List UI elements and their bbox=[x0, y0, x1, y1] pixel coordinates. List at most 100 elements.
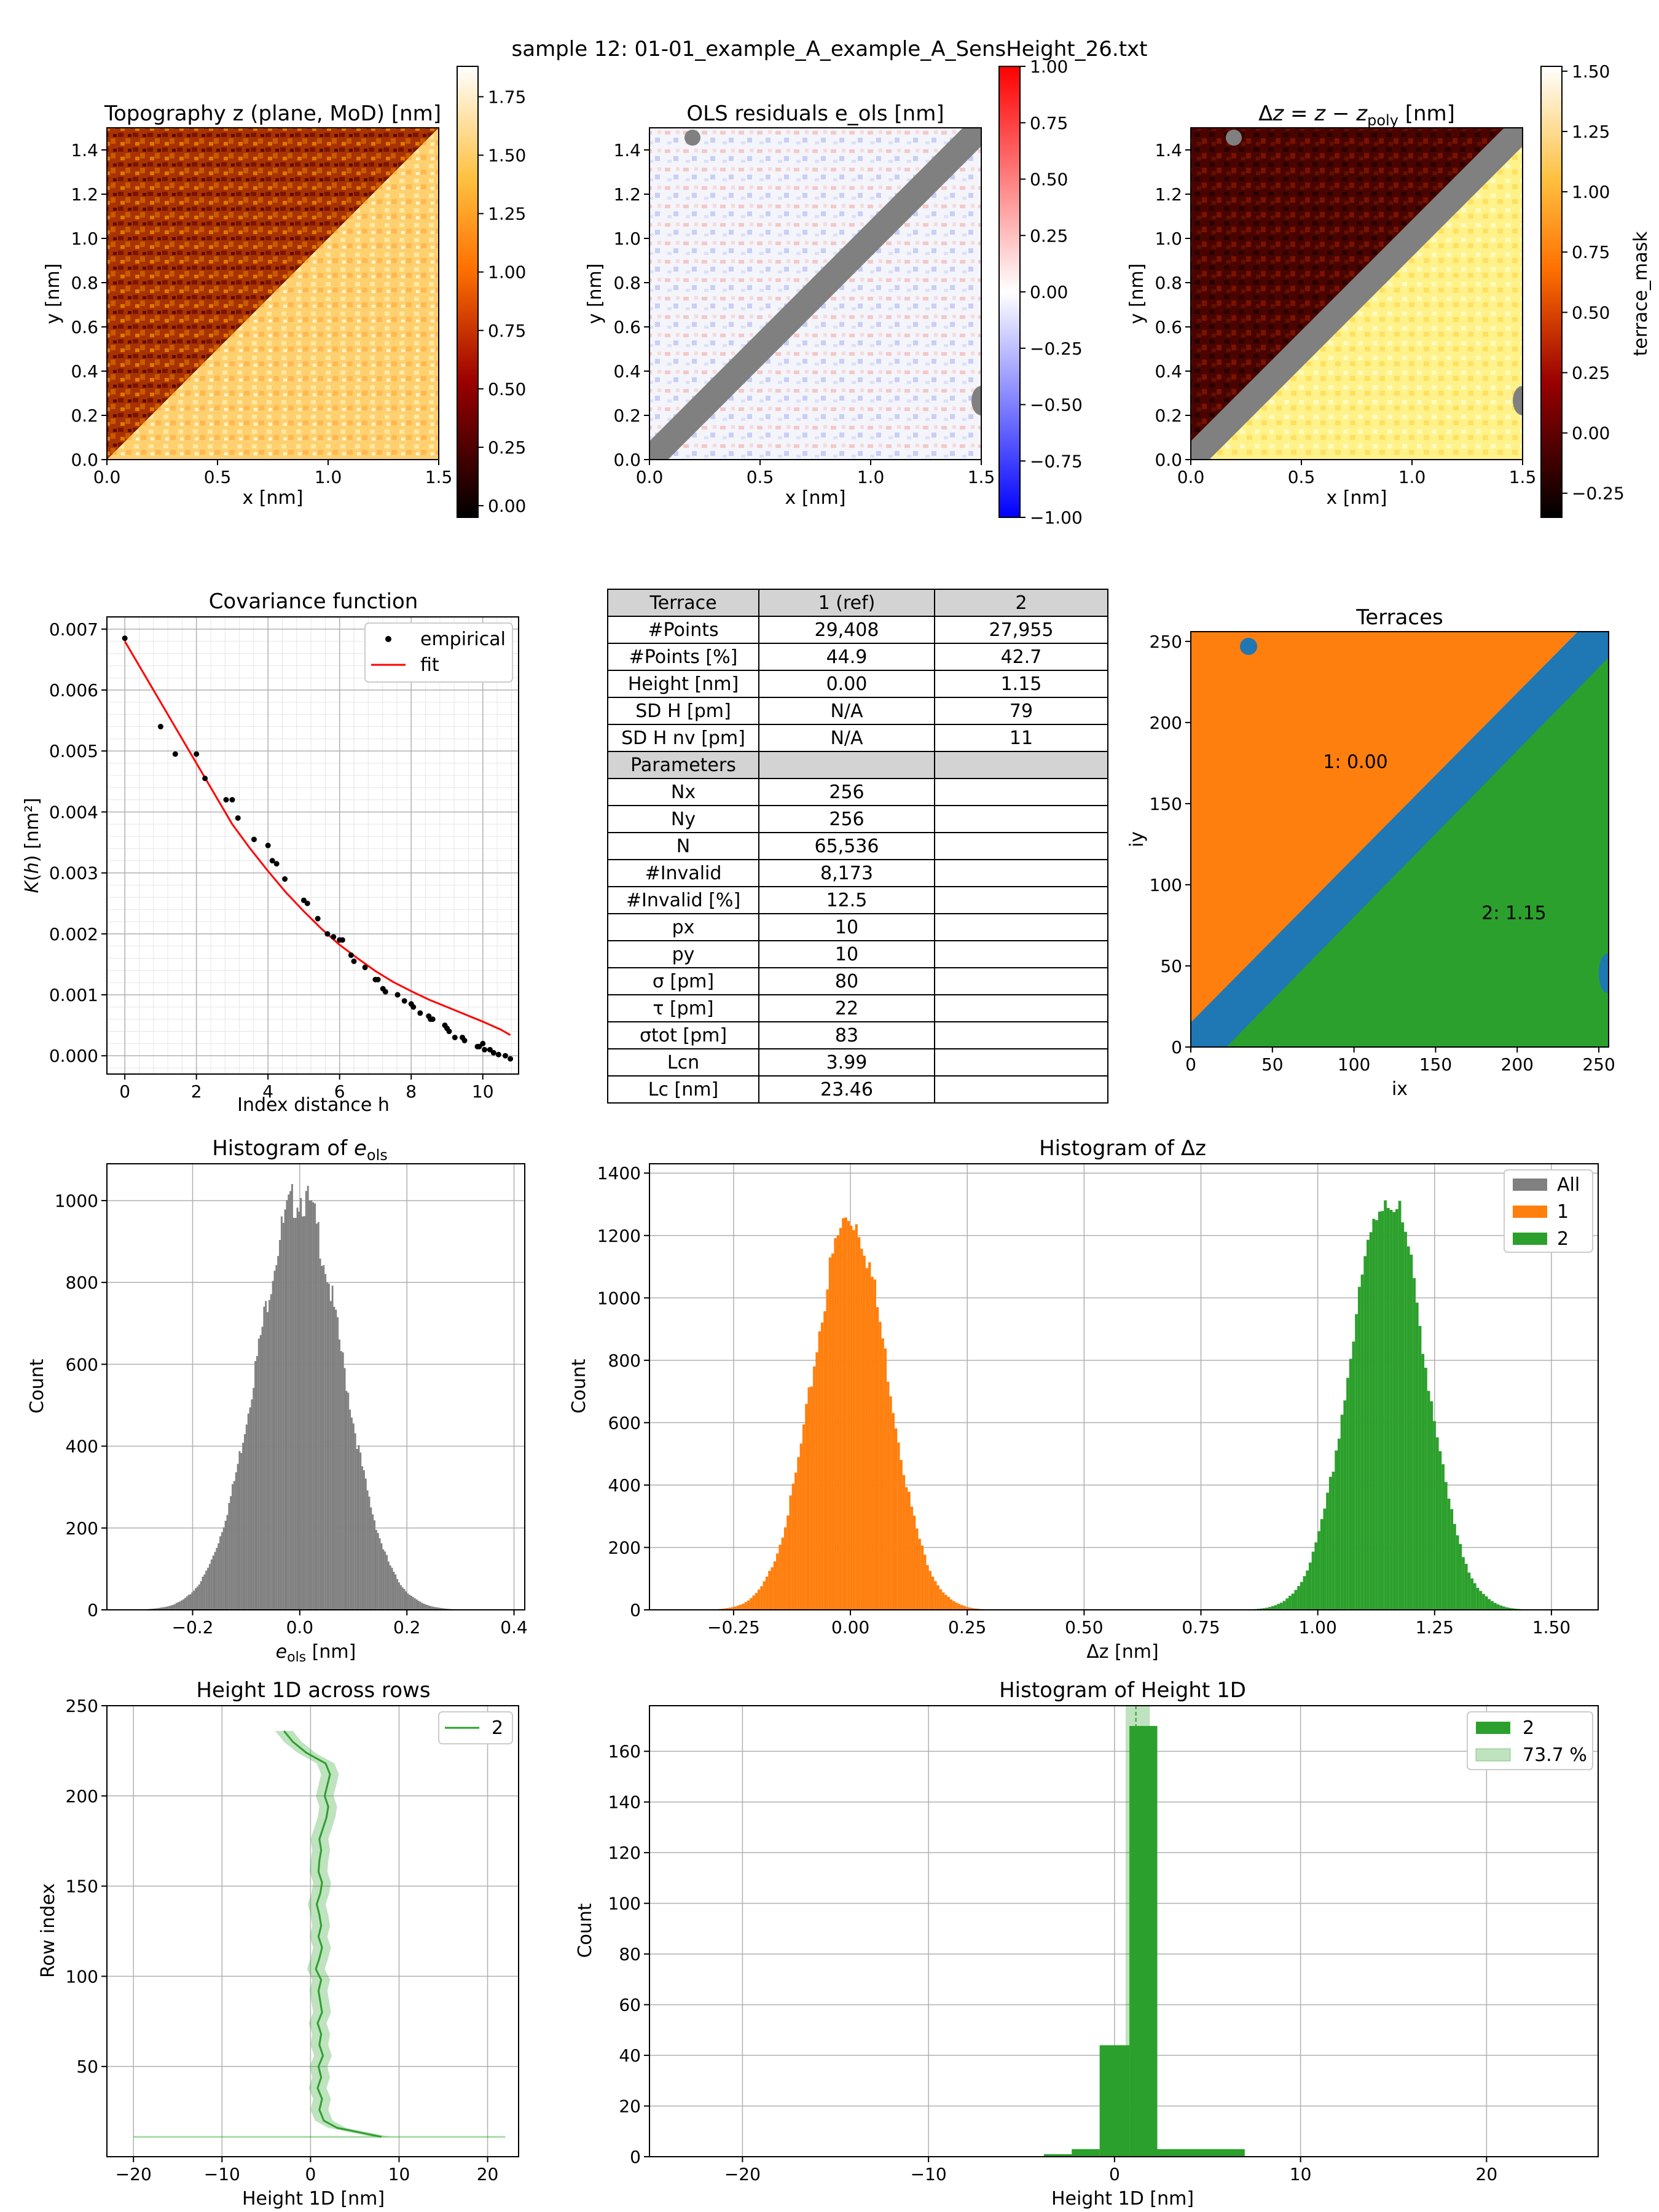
empirical-point bbox=[202, 775, 208, 782]
hist-bar bbox=[343, 1368, 346, 1610]
table-cell: SD H nv [pm] bbox=[607, 724, 759, 752]
empirical-point bbox=[452, 1034, 458, 1040]
hist-bar bbox=[282, 1223, 284, 1610]
hist-bar bbox=[947, 1596, 950, 1610]
hist-bar bbox=[436, 1607, 439, 1610]
hist-bar bbox=[424, 1604, 426, 1610]
hist-bar bbox=[1335, 1450, 1338, 1610]
hist-bar bbox=[1467, 1572, 1471, 1610]
hist-bar bbox=[810, 1386, 814, 1610]
hist-bar bbox=[345, 1390, 348, 1610]
hist-bar bbox=[181, 1600, 183, 1610]
legend-empirical-marker bbox=[385, 636, 391, 642]
y-tick-label: 0.4 bbox=[613, 361, 641, 382]
hist-bar bbox=[238, 1451, 241, 1610]
hist-h1d-legend-band: 73.7 % bbox=[1523, 1744, 1587, 1766]
empirical-point bbox=[490, 1049, 496, 1056]
hist-bar bbox=[421, 1602, 423, 1610]
hist-dz-legend-1: 1 bbox=[1557, 1201, 1569, 1223]
summary-table: Terrace 1 (ref) 2 #Points 29,408 27,955 #P… bbox=[607, 589, 1108, 1104]
hist-bar bbox=[342, 1352, 344, 1610]
hist-bar bbox=[378, 1538, 381, 1610]
hist-bar bbox=[1410, 1254, 1413, 1610]
hist-bar bbox=[222, 1527, 225, 1610]
y-tick-label: 200 bbox=[66, 1518, 98, 1539]
cov-legend-empirical: empirical bbox=[420, 629, 506, 650]
colorbar-tick-label: 0.00 bbox=[1572, 423, 1610, 444]
cov-title: Covariance function bbox=[209, 589, 418, 614]
empirical-point bbox=[394, 992, 401, 998]
hist-bar bbox=[1340, 1414, 1344, 1610]
table-row: Nx 256 bbox=[607, 778, 1108, 806]
empirical-point bbox=[229, 797, 235, 803]
hist-bar bbox=[1369, 1232, 1373, 1610]
table-cell: #Invalid bbox=[607, 859, 759, 887]
hist-bar bbox=[1450, 1509, 1454, 1610]
hist-bar bbox=[228, 1503, 230, 1610]
x-tick-label: 1.0 bbox=[315, 467, 342, 487]
table-cell: τ [pm] bbox=[607, 994, 759, 1022]
hist-bar bbox=[191, 1592, 194, 1610]
topo-heatmap bbox=[107, 128, 439, 460]
hist-bar bbox=[347, 1392, 350, 1610]
x-tick-label: 250 bbox=[1582, 1054, 1615, 1075]
y-tick-label: 0.2 bbox=[613, 406, 641, 426]
hist-bar bbox=[1260, 1608, 1263, 1610]
empirical-point bbox=[315, 916, 321, 922]
hist-bar bbox=[182, 1599, 185, 1610]
table-cell: 23.46 bbox=[758, 1075, 935, 1104]
hist-bar bbox=[177, 1602, 179, 1610]
hist-bar bbox=[942, 1592, 945, 1610]
x-tick-label: 0.75 bbox=[1182, 1617, 1220, 1637]
hist-bar bbox=[805, 1403, 808, 1610]
table-header-cell: 1 (ref) bbox=[758, 589, 935, 617]
dz-heatmap bbox=[1191, 128, 1523, 460]
hist-bar bbox=[773, 1561, 777, 1610]
hist-bar bbox=[910, 1506, 913, 1610]
y-tick-label: 0.2 bbox=[71, 406, 98, 426]
hist-bar bbox=[918, 1539, 921, 1610]
y-tick-label: 1000 bbox=[55, 1191, 98, 1211]
hist-bar bbox=[1502, 1606, 1505, 1610]
hist-bar bbox=[865, 1268, 869, 1610]
hist-bar bbox=[763, 1581, 766, 1610]
hist-bar bbox=[855, 1224, 858, 1610]
table-cell: 65,536 bbox=[758, 832, 935, 860]
hist-bar bbox=[1363, 1256, 1367, 1610]
table-cell: 10 bbox=[758, 940, 935, 968]
hist-bar bbox=[417, 1601, 420, 1610]
hist-bar bbox=[739, 1604, 742, 1610]
hist-bar bbox=[263, 1306, 265, 1610]
hist-bar bbox=[952, 1601, 955, 1610]
h1d-rows-xlabel: Height 1D [nm] bbox=[242, 2188, 385, 2210]
hist-bar bbox=[1395, 1209, 1398, 1610]
empirical-point bbox=[351, 958, 357, 964]
table-row: Lcn 3.99 bbox=[607, 1048, 1108, 1077]
table-cell: #Points [%] bbox=[607, 643, 759, 671]
y-tick-label: 200 bbox=[608, 1537, 641, 1558]
hist-bar bbox=[198, 1584, 200, 1610]
hist-bar bbox=[839, 1228, 842, 1610]
hist-bar bbox=[289, 1191, 292, 1610]
hist-bar bbox=[414, 1598, 416, 1610]
table-cell: 44.9 bbox=[758, 643, 935, 671]
y-tick-label: 1000 bbox=[597, 1288, 641, 1308]
topo-frame bbox=[106, 127, 439, 460]
table-row: N 65,536 bbox=[607, 832, 1108, 860]
hist-bar bbox=[939, 1589, 943, 1610]
hist-bar bbox=[259, 1335, 262, 1610]
hist-bar bbox=[926, 1565, 929, 1610]
y-tick-label: 800 bbox=[66, 1273, 98, 1293]
hist-bar bbox=[244, 1434, 246, 1610]
hist-bar bbox=[1265, 1607, 1269, 1610]
colorbar-tick-label: 1.25 bbox=[1572, 122, 1610, 142]
y-tick-label: 400 bbox=[66, 1437, 98, 1457]
hist-bar bbox=[897, 1442, 900, 1610]
legend-h1d-2-swatch bbox=[1476, 1722, 1510, 1734]
hist-bar bbox=[791, 1483, 795, 1610]
hist-bar bbox=[394, 1574, 397, 1610]
x-tick-label: −10 bbox=[911, 2164, 947, 2184]
hist-bar bbox=[431, 1606, 434, 1610]
h1d-rows-legend-2: 2 bbox=[492, 1717, 503, 1739]
hist-dz-ylabel: Count bbox=[568, 1359, 590, 1413]
